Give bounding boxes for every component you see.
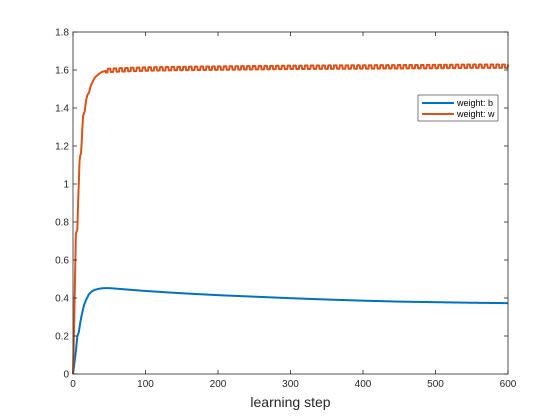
x-tick-label: 200 <box>210 379 227 390</box>
y-tick-label: 1.6 <box>55 66 69 77</box>
ticks-layer: 0 100 200 300 400 500 600 0 0.2 0.4 0.6 0.8 1 1.2 1.4 1… <box>55 28 517 391</box>
y-tick-label: 1.8 <box>55 28 69 39</box>
y-tick-label: 0.6 <box>55 256 69 267</box>
series-line-0 <box>72 287 509 375</box>
legend-entry: weight: w <box>456 109 495 119</box>
x-tick-label: 100 <box>137 379 154 390</box>
series-line-1 <box>72 63 509 375</box>
series-layer <box>72 63 509 375</box>
y-tick-label: 0 <box>63 370 69 381</box>
x-tick-label: 0 <box>70 379 76 390</box>
y-tick-label: 1 <box>63 180 69 191</box>
legend-entry: weight: b <box>456 98 493 108</box>
x-axis-label: learning step <box>250 394 330 410</box>
x-tick-label: 600 <box>500 379 517 390</box>
y-tick-label: 0.2 <box>55 332 69 343</box>
x-tick-label: 500 <box>427 379 444 390</box>
y-tick-label: 0.8 <box>55 218 69 229</box>
x-tick-label: 300 <box>282 379 299 390</box>
x-tick-label: 400 <box>355 379 372 390</box>
plot-area <box>73 32 508 374</box>
legend-box <box>417 94 499 122</box>
y-tick-label: 1.2 <box>55 142 69 153</box>
y-tick-label: 1.4 <box>55 104 69 115</box>
y-tick-label: 0.4 <box>55 294 69 305</box>
